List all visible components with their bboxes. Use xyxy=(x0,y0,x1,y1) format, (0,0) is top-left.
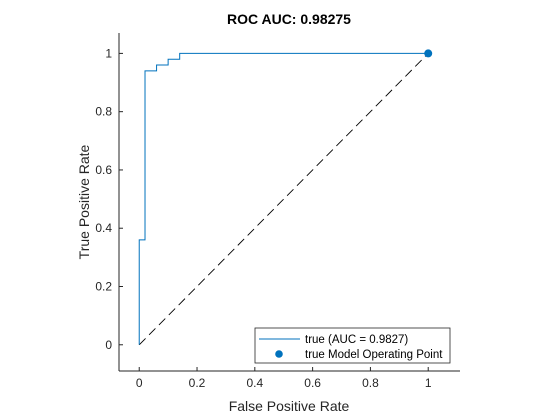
x-tick-label: 0.2 xyxy=(189,376,206,390)
x-tick-label: 0 xyxy=(136,376,143,390)
legend-box xyxy=(254,327,451,364)
x-tick-label: 0.8 xyxy=(362,376,379,390)
y-tick-label: 0.6 xyxy=(95,163,112,177)
legend: true (AUC = 0.9827) true Model Operating… xyxy=(254,327,451,364)
x-tick-label: 0.6 xyxy=(304,376,321,390)
y-ticks: 0 0.2 0.4 0.6 0.8 1 xyxy=(95,46,123,352)
y-tick-label: 0.4 xyxy=(95,221,112,235)
x-tick-label: 0.4 xyxy=(246,376,263,390)
y-tick-label: 0 xyxy=(105,338,112,352)
y-tick-label: 1 xyxy=(105,46,112,60)
roc-curve-line xyxy=(138,52,429,345)
operating-point-marker xyxy=(424,49,433,58)
legend-label-roc: true (AUC = 0.9827) xyxy=(305,334,408,346)
x-axis-label: False Positive Rate xyxy=(229,398,350,414)
x-tick-label: 1 xyxy=(425,376,432,390)
y-tick-label: 0.8 xyxy=(95,105,112,119)
x-ticks: 0 0.2 0.4 0.6 0.8 1 xyxy=(136,367,432,390)
y-axis-label: True Positive Rate xyxy=(76,144,92,259)
chart-title: ROC AUC: 0.98275 xyxy=(227,11,351,27)
plot-area xyxy=(119,33,460,371)
legend-label-operating-point: true Model Operating Point xyxy=(305,349,443,361)
y-tick-label: 0.2 xyxy=(95,280,112,294)
legend-marker-swatch xyxy=(275,350,283,358)
chance-diagonal-line xyxy=(138,53,429,346)
chart-marks xyxy=(138,49,433,346)
